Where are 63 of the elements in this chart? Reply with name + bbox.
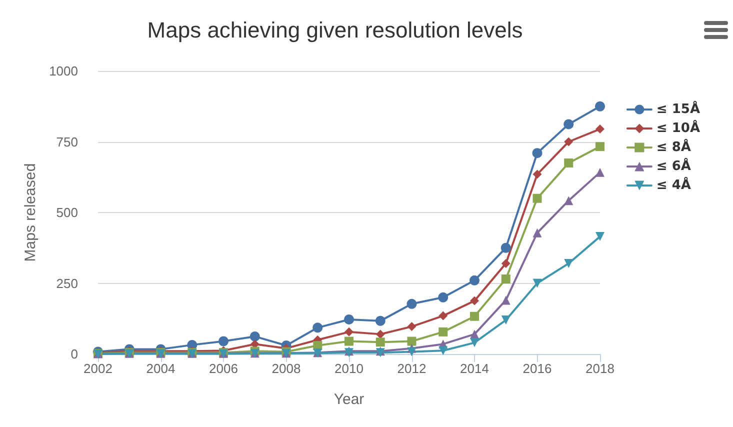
point <box>407 336 416 346</box>
point <box>344 327 354 336</box>
point <box>250 331 260 342</box>
point <box>470 296 479 306</box>
point <box>407 347 416 356</box>
point <box>470 275 480 286</box>
legend-label: ≤ 6Å <box>656 157 691 174</box>
y-tick-label: 750 <box>56 134 78 150</box>
point <box>438 311 448 320</box>
point <box>596 232 604 242</box>
point <box>470 312 479 321</box>
y-tick-label: 250 <box>56 276 78 291</box>
legend-label: ≤ 10Å <box>656 119 700 136</box>
chart-title: Maps achieving given resolution levels <box>147 18 523 42</box>
point <box>344 336 354 346</box>
point <box>564 158 574 168</box>
x-tick-label: 2018 <box>586 361 614 376</box>
legend-label: ≤ 8Å <box>656 138 691 155</box>
point <box>595 101 605 112</box>
x-tick-label: 2014 <box>460 361 489 376</box>
point <box>501 296 510 305</box>
point <box>564 137 574 146</box>
point <box>501 316 510 325</box>
point <box>532 228 542 238</box>
point <box>596 142 604 152</box>
point <box>564 196 574 206</box>
point <box>375 316 386 326</box>
point <box>501 274 510 284</box>
point <box>564 119 574 130</box>
point <box>376 338 385 347</box>
point <box>564 258 574 268</box>
y-tick-label: 0 <box>70 346 78 362</box>
point <box>344 314 354 324</box>
x-tick-label: 2004 <box>146 361 176 376</box>
y-tick-label: 500 <box>56 205 78 220</box>
point <box>406 298 417 309</box>
point <box>438 292 448 302</box>
point <box>596 124 604 134</box>
x-axis-title: Year <box>334 391 364 408</box>
x-tick-label: 2016 <box>522 361 552 376</box>
point <box>501 258 510 268</box>
point <box>532 278 542 288</box>
legend-label: ≤ 4Å <box>656 176 691 193</box>
point <box>500 242 511 253</box>
point <box>438 346 448 356</box>
legend-label: ≤ 15Å <box>656 100 700 117</box>
point <box>312 322 323 333</box>
point <box>438 327 448 336</box>
x-tick-label: 2012 <box>397 361 426 376</box>
point <box>532 148 542 158</box>
point <box>218 336 228 346</box>
x-tick-label: 2002 <box>84 361 112 376</box>
x-tick-label: 2006 <box>209 361 238 376</box>
x-tick-label: 2010 <box>334 361 364 376</box>
point <box>532 170 542 179</box>
point <box>596 168 604 177</box>
y-tick-label: 1000 <box>49 64 78 78</box>
point <box>470 338 479 348</box>
point <box>532 194 542 203</box>
x-tick-label: 2008 <box>272 361 301 376</box>
point <box>376 330 385 339</box>
y-axis-title: Maps released <box>22 163 40 262</box>
point <box>407 322 416 332</box>
